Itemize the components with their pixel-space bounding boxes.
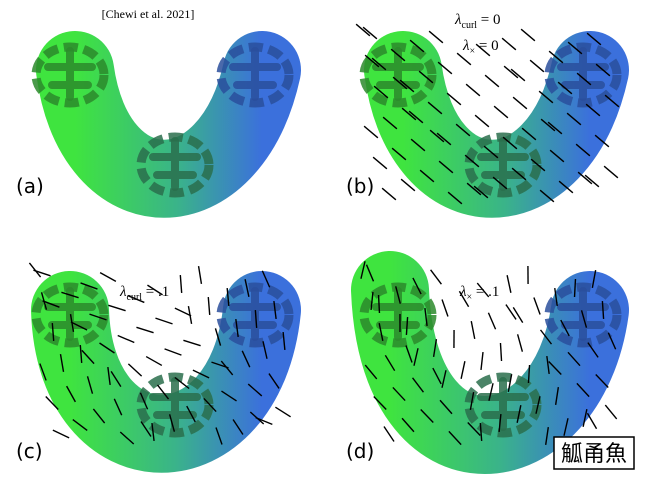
hatch	[136, 327, 153, 332]
hatch	[502, 38, 516, 50]
hatch	[506, 305, 516, 320]
hatch	[507, 275, 511, 293]
hatch	[100, 273, 116, 282]
citation: [Chewi et al. 2021]	[102, 7, 195, 21]
hatch	[155, 318, 172, 324]
hatch	[442, 299, 448, 316]
hatch	[118, 335, 135, 342]
panel-label: (a)	[16, 174, 44, 198]
hatch	[128, 364, 141, 376]
figure: [Chewi et al. 2021] (a) (b) (c) (d) λcur…	[0, 0, 656, 484]
hatch	[521, 29, 535, 41]
hatch	[494, 106, 508, 118]
hatch	[575, 279, 576, 297]
panel-label: (b)	[346, 174, 374, 198]
hatch	[384, 427, 394, 442]
hatch	[488, 313, 495, 330]
hatch	[504, 66, 518, 78]
hatch	[364, 126, 378, 138]
hatch	[382, 188, 396, 200]
hatch	[461, 361, 465, 379]
hatch	[466, 84, 480, 96]
hatch	[108, 305, 125, 310]
hatch	[513, 307, 522, 322]
hatch	[481, 352, 483, 370]
hatch	[208, 297, 209, 315]
hatch	[33, 270, 50, 276]
hatch	[373, 157, 387, 169]
hatch	[146, 357, 162, 366]
hatch	[431, 270, 442, 284]
hatch	[183, 340, 200, 345]
hatch	[199, 266, 202, 284]
hatch	[165, 349, 182, 355]
hatch	[530, 60, 544, 72]
stamp: 觚甬魚	[561, 442, 627, 467]
hatch	[475, 115, 489, 127]
hatch	[356, 24, 370, 36]
hatch	[471, 321, 474, 339]
hatch	[363, 27, 377, 39]
hatch	[578, 172, 592, 184]
hatch	[180, 275, 181, 293]
panel-label: (d)	[346, 439, 374, 463]
hatch	[605, 405, 616, 419]
hatch	[511, 69, 525, 81]
hatch	[53, 430, 69, 438]
hatch	[513, 97, 527, 109]
annotation: λcurl = .1	[119, 284, 169, 303]
annotation: λcurl = 0	[454, 12, 501, 31]
hatch	[485, 75, 499, 87]
annotation: λ× = 0	[462, 38, 499, 57]
hatch	[518, 334, 523, 351]
hatch	[500, 343, 501, 361]
hatch	[604, 166, 618, 178]
hatch	[587, 413, 596, 429]
hatch	[379, 295, 380, 313]
hatch	[429, 31, 443, 43]
hatch	[534, 298, 540, 315]
panel-label: (c)	[16, 439, 43, 463]
hatch	[275, 407, 290, 417]
hatch	[585, 175, 599, 187]
